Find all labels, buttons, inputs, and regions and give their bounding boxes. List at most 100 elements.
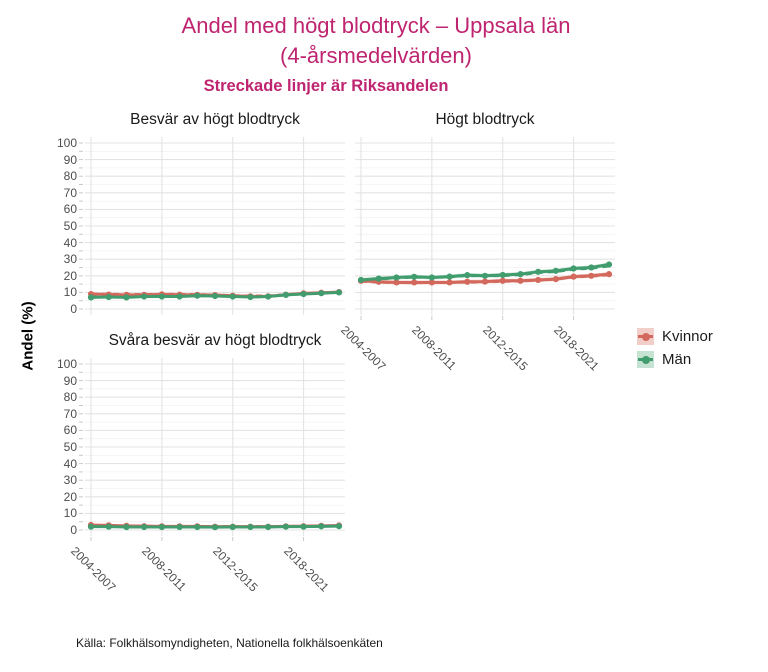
data-point — [158, 523, 165, 531]
data-point — [464, 272, 471, 279]
data-point — [393, 279, 400, 286]
data-point — [229, 293, 236, 300]
y-tick-label: 10 — [63, 506, 77, 521]
data-point — [105, 523, 112, 530]
data-point — [300, 523, 307, 530]
data-point — [428, 279, 435, 286]
y-tick-label: 40 — [63, 235, 77, 250]
x-tick-label: 2018-2021 — [280, 544, 332, 595]
data-point — [481, 278, 489, 285]
y-tick-label: 80 — [63, 390, 77, 405]
y-tick-label: 50 — [63, 440, 77, 454]
data-point — [282, 523, 289, 530]
x-tick-label: 2004-2007 — [68, 544, 119, 595]
data-point — [535, 276, 542, 284]
legend-key-point — [641, 355, 650, 364]
legend: Kvinnor Män — [637, 328, 713, 374]
x-axis-labels: 2004-2007 2008-2011 2012-2015 2018-2021 — [338, 319, 615, 403]
y-tick-label: 90 — [63, 152, 77, 167]
y-tick-label: 50 — [63, 219, 77, 233]
data-point — [247, 523, 254, 531]
data-point — [158, 293, 165, 300]
facet-panel-2: Högt blodtryck 2004-2007 2008-2011 2012-201… — [338, 109, 615, 403]
data-point — [570, 265, 577, 272]
y-tick-label: 80 — [63, 169, 77, 184]
data-point — [141, 293, 148, 300]
plot-area: 0 10 20 30 40 50 60 70 80 90 100 — [57, 356, 345, 541]
data-point — [318, 290, 325, 297]
data-point — [517, 271, 524, 278]
data-point — [318, 523, 325, 530]
y-tick-label: 20 — [63, 489, 77, 504]
data-point — [265, 523, 272, 531]
legend-key-swatch — [637, 328, 654, 345]
y-tick-label: 70 — [63, 185, 77, 200]
y-tick-label: 30 — [63, 252, 77, 267]
x-axis-labels: 2004-2007 2008-2011 2012-2015 2018-2021 — [68, 540, 345, 624]
data-point — [464, 278, 471, 285]
data-point — [123, 523, 130, 531]
legend-item: Män — [637, 351, 713, 368]
legend-label: Kvinnor — [662, 328, 713, 345]
x-tick-label: 2018-2021 — [550, 323, 602, 374]
data-point — [570, 273, 577, 280]
data-point — [282, 291, 289, 298]
y-tick-label: 40 — [63, 456, 77, 471]
x-tick-label: 2008-2011 — [408, 323, 459, 373]
y-tick-label: 90 — [63, 373, 77, 388]
y-tick-label: 10 — [63, 285, 77, 300]
data-point — [211, 292, 219, 300]
data-point — [535, 268, 542, 275]
y-tick-label: 30 — [63, 473, 77, 488]
data-point — [588, 264, 595, 271]
data-point — [588, 272, 595, 279]
facet-title: Besvär av högt blodtryck — [130, 111, 300, 128]
legend-key-swatch — [637, 351, 654, 368]
legend-item: Kvinnor — [637, 328, 713, 345]
chart-title-line1: Andel med högt blodtryck – Uppsala län — [181, 13, 571, 38]
data-point — [141, 523, 148, 531]
data-point — [375, 275, 382, 282]
data-point — [446, 279, 453, 286]
panel-chart-svg — [355, 137, 615, 320]
data-point — [335, 289, 343, 296]
data-point — [229, 523, 236, 531]
plot-area: 0 10 20 30 40 50 60 70 80 90 100 — [57, 135, 345, 317]
data-point — [517, 277, 524, 284]
facet-panel-1: Besvär av högt blodtryck 0 10 20 30 40 50 60 70 8… — [57, 109, 345, 317]
data-point — [605, 271, 613, 278]
data-point — [446, 273, 453, 280]
data-point — [176, 523, 183, 531]
chart-title: Andel med högt blodtryck – Uppsala län (… — [0, 11, 752, 71]
data-point — [411, 273, 418, 280]
y-axis-title: Andel (%) — [19, 301, 37, 371]
legend-label: Män — [662, 351, 692, 368]
data-point — [393, 274, 400, 281]
data-point — [87, 294, 95, 301]
data-point — [87, 523, 95, 530]
panel-chart-svg — [79, 137, 345, 315]
data-point — [265, 293, 272, 300]
data-point — [300, 290, 307, 298]
x-tick-label: 2012-2015 — [209, 544, 261, 595]
y-tick-label: 100 — [56, 357, 77, 371]
facet-panel-3: Svåra besvär av högt blodtryck 0 10 20 30 40 5… — [57, 330, 345, 624]
facet-title: Svåra besvär av högt blodtryck — [108, 332, 322, 349]
x-tick-label: 2012-2015 — [479, 323, 531, 374]
y-tick-label: 0 — [70, 523, 77, 537]
facet-title: Högt blodtryck — [435, 111, 535, 128]
data-point — [176, 293, 183, 300]
data-point — [411, 279, 418, 286]
data-point — [247, 293, 254, 301]
panel-chart-svg — [79, 358, 345, 541]
data-point — [105, 293, 112, 301]
data-point — [123, 294, 130, 301]
data-point — [499, 277, 506, 284]
data-point — [605, 261, 613, 268]
source-caption: Källa: Folkhälsomyndigheten, Nationella … — [76, 636, 383, 650]
plot-area — [355, 135, 615, 320]
data-point — [194, 292, 201, 299]
data-point — [357, 276, 365, 284]
chart-title-line2: (4-årsmedelvärden) — [280, 43, 472, 68]
y-tick-label: 20 — [63, 268, 77, 283]
